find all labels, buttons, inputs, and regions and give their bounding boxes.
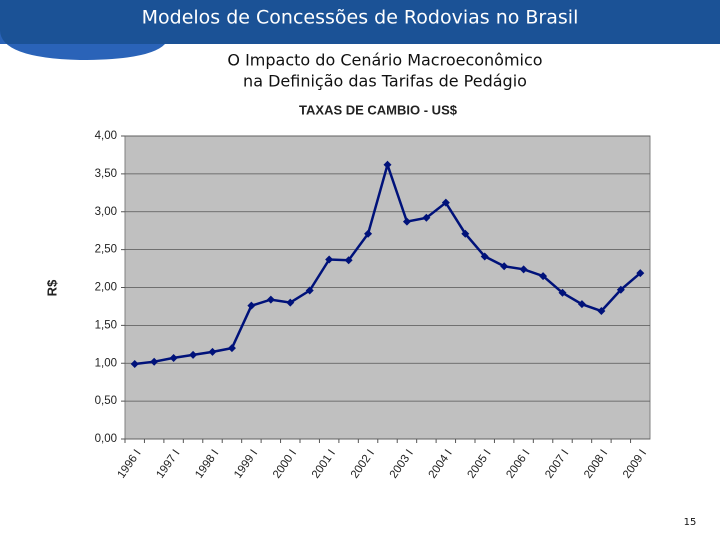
data-point bbox=[558, 288, 567, 297]
page-number: 15 bbox=[684, 517, 697, 528]
data-point bbox=[480, 252, 489, 261]
subtitle: O Impacto do Cenário Macroeconômico bbox=[227, 51, 542, 70]
data-point bbox=[150, 357, 159, 366]
data-point bbox=[461, 229, 470, 238]
x-tick-label: 1999 I bbox=[232, 448, 260, 481]
x-tick-label: 1998 I bbox=[193, 448, 221, 481]
header-swoosh bbox=[0, 30, 165, 60]
data-point bbox=[130, 360, 139, 369]
y-tick-label: 2,50 bbox=[95, 244, 117, 256]
data-point bbox=[305, 286, 314, 295]
data-point bbox=[500, 262, 509, 271]
x-tick-label: 1996 I bbox=[115, 448, 143, 481]
data-point bbox=[286, 298, 295, 307]
data-point bbox=[266, 295, 275, 304]
data-point bbox=[441, 198, 450, 207]
y-tick-label: 0,00 bbox=[95, 433, 117, 445]
data-point bbox=[402, 217, 411, 226]
x-tick-label: 2000 I bbox=[271, 448, 299, 481]
data-point bbox=[383, 160, 392, 169]
y-tick-label: 1,50 bbox=[95, 319, 117, 331]
x-tick-label: 2008 I bbox=[582, 448, 610, 481]
header-bar bbox=[0, 0, 720, 44]
slide-title: Modelos de Concessões de Rodovias no Bra… bbox=[142, 7, 579, 29]
x-tick-label: 2007 I bbox=[543, 448, 571, 481]
data-point bbox=[208, 347, 217, 356]
data-point bbox=[422, 213, 431, 222]
data-point bbox=[227, 344, 236, 353]
data-point bbox=[539, 272, 548, 281]
x-tick-label: 2001 I bbox=[310, 448, 338, 481]
data-point bbox=[169, 353, 178, 362]
data-point bbox=[247, 301, 256, 310]
data-point bbox=[616, 285, 625, 294]
data-point bbox=[636, 269, 645, 278]
y-axis-label: R$ bbox=[44, 279, 59, 296]
data-point bbox=[325, 255, 334, 264]
data-point bbox=[519, 265, 528, 274]
x-tick-label: 2003 I bbox=[388, 448, 416, 481]
y-tick-label: 1,00 bbox=[95, 357, 117, 369]
x-tick-label: 2005 I bbox=[465, 448, 493, 481]
y-tick-label: 0,50 bbox=[95, 395, 117, 407]
y-tick-label: 4,00 bbox=[95, 130, 117, 142]
x-tick-label: 2004 I bbox=[427, 448, 455, 481]
subtitle: na Definição das Tarifas de Pedágio bbox=[243, 72, 527, 91]
x-tick-label: 2006 I bbox=[504, 448, 532, 481]
chart-title: TAXAS DE CAMBIO - US$ bbox=[299, 102, 458, 117]
y-tick-label: 3,00 bbox=[95, 206, 117, 218]
y-tick-label: 3,50 bbox=[95, 168, 117, 180]
data-point bbox=[364, 229, 373, 238]
data-point bbox=[577, 300, 586, 309]
data-point bbox=[344, 256, 353, 265]
y-tick-label: 2,00 bbox=[95, 282, 117, 294]
x-tick-label: 1997 I bbox=[154, 448, 182, 481]
data-point bbox=[597, 306, 606, 315]
x-tick-label: 2002 I bbox=[349, 448, 377, 481]
data-point bbox=[189, 350, 198, 359]
x-tick-label: 2009 I bbox=[621, 448, 649, 481]
